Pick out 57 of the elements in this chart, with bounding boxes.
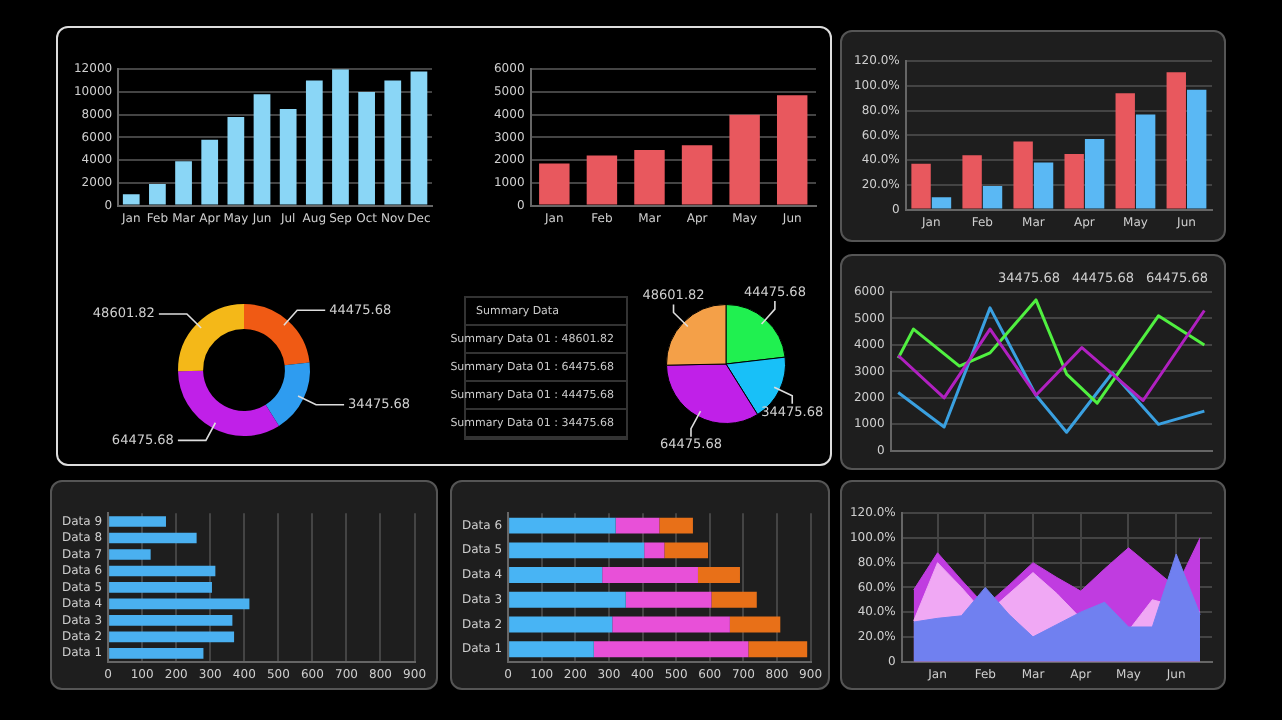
bar bbox=[227, 116, 245, 205]
bar bbox=[612, 616, 730, 633]
bar bbox=[1135, 114, 1156, 209]
bar bbox=[109, 631, 235, 643]
bar bbox=[911, 163, 931, 209]
bar bbox=[1013, 141, 1033, 209]
bar bbox=[410, 71, 428, 205]
bar bbox=[634, 149, 665, 205]
bar bbox=[509, 567, 603, 583]
bar bbox=[109, 615, 233, 626]
bar bbox=[175, 161, 192, 205]
bar bbox=[748, 641, 808, 658]
bar bbox=[697, 567, 740, 583]
bar bbox=[509, 616, 613, 633]
bar bbox=[931, 197, 952, 209]
bar bbox=[122, 194, 140, 205]
bar bbox=[279, 108, 297, 205]
bar bbox=[1115, 93, 1135, 209]
bar bbox=[659, 517, 693, 534]
bar bbox=[332, 69, 349, 205]
bar bbox=[109, 532, 197, 544]
bar bbox=[711, 591, 757, 608]
bar bbox=[384, 80, 402, 205]
bar bbox=[625, 591, 712, 608]
bar bbox=[109, 648, 204, 659]
bar bbox=[664, 542, 709, 559]
bar bbox=[509, 542, 645, 559]
bar bbox=[1166, 72, 1186, 209]
bar bbox=[109, 549, 151, 560]
bar bbox=[729, 616, 781, 633]
bar bbox=[1033, 162, 1054, 209]
bar bbox=[776, 95, 808, 205]
bar bbox=[149, 184, 166, 205]
bar bbox=[644, 542, 665, 559]
bar bbox=[729, 114, 760, 205]
bar bbox=[681, 145, 713, 205]
bar bbox=[1186, 89, 1207, 209]
bar bbox=[305, 80, 323, 205]
bar bbox=[593, 641, 749, 658]
bar bbox=[201, 139, 219, 205]
bar bbox=[962, 155, 982, 209]
bar bbox=[615, 517, 660, 534]
bar bbox=[109, 582, 212, 593]
bar bbox=[509, 517, 616, 534]
bar bbox=[509, 641, 594, 658]
bar bbox=[109, 516, 166, 527]
bar bbox=[253, 94, 271, 205]
bar bbox=[109, 565, 216, 577]
bar bbox=[602, 567, 698, 583]
bar bbox=[109, 598, 250, 610]
bar bbox=[509, 591, 626, 608]
bar bbox=[539, 163, 570, 205]
bar bbox=[1084, 139, 1105, 209]
bar bbox=[586, 155, 618, 205]
bar bbox=[982, 186, 1003, 209]
bar bbox=[358, 91, 375, 205]
bar bbox=[1064, 153, 1084, 209]
